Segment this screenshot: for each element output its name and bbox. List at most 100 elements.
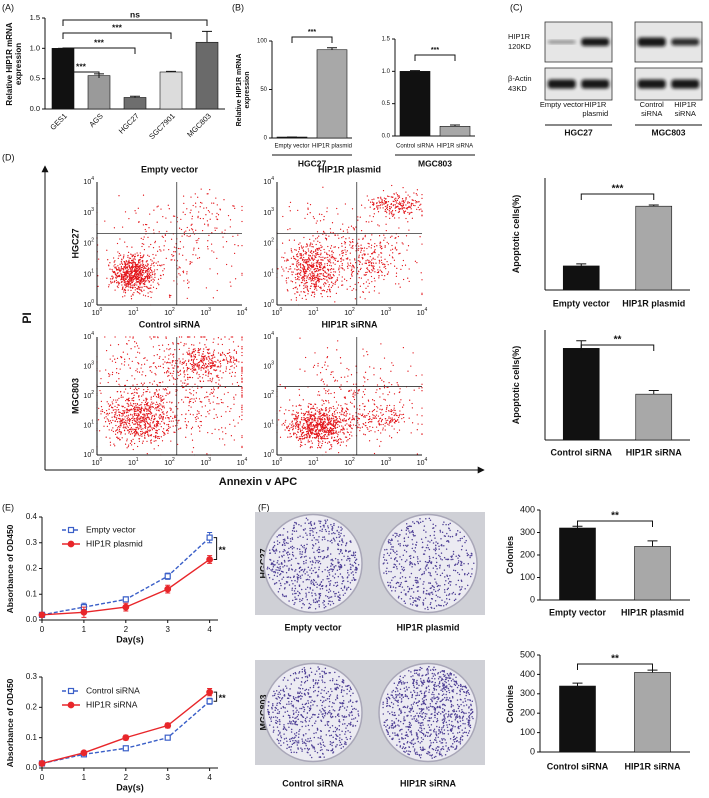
x-tick-label: HIP1R siRNA [626,447,683,457]
significance-label: ** [611,511,619,522]
legend-label: Control siRNA [86,685,140,695]
x-tick-label: 2 [124,625,129,634]
point [122,734,130,742]
x-tick-label: HIP1R siRNA [624,761,681,771]
tick-exponent: 3 [208,457,211,463]
tick-exponent: 4 [271,331,274,337]
protein-label: β-Actin [508,74,532,83]
tick-base: 10 [263,452,271,459]
blot-band [581,79,610,89]
point [38,611,46,619]
x-tick-label: 4 [207,625,212,634]
blot-band [637,79,666,89]
lane-label: Empty vector [539,100,584,109]
panel-label: (C) [510,2,523,12]
y-tick-label: 104 [263,331,274,341]
legend-label: Empty vector [86,524,136,534]
y-axis-label: Relative HIP1R mRNA expression [4,21,23,106]
point [80,749,88,757]
tick-exponent: 1 [91,420,94,426]
tick-base: 10 [128,310,136,317]
tick-exponent: 2 [271,390,274,396]
x-tick-label: 0 [40,773,45,782]
x-tick-label: 100 [92,307,103,317]
x-tick-label: 103 [380,457,391,467]
significance-label: *** [76,61,87,71]
error-bar [648,204,659,207]
y-tick-label: 0.0 [26,763,38,772]
point [38,760,46,767]
bar [562,265,600,291]
y-tick-label: 104 [83,176,94,186]
x-tick-label: 104 [417,457,428,467]
y-tick-label: 1.5 [30,13,40,22]
tick-base: 10 [200,310,208,317]
panel-label: (E) [2,502,14,512]
tick-exponent: 1 [316,457,319,463]
y-tick-label: 0 [530,594,535,604]
tick-exponent: 0 [91,449,94,455]
bar [159,71,183,110]
tick-base: 10 [263,363,271,370]
tick-exponent: 0 [100,307,103,313]
significance-label: *** [431,47,439,54]
tick-base: 10 [83,334,91,341]
y-tick-label: 400 [520,504,535,514]
point [164,573,171,580]
x-tick-label: 100 [272,307,283,317]
tick-exponent: 4 [91,331,94,337]
plate-caption: Control siRNA [282,778,344,788]
y-axis-label: Apoptotic cells(%) [510,345,521,425]
tick-exponent: 4 [91,176,94,182]
x-tick-label: 4 [207,773,212,782]
x-tick-label: 100 [272,457,283,467]
x-tick-label: 102 [164,457,175,467]
colonies [267,666,360,759]
point [164,585,172,593]
x-tick-label: 103 [200,457,211,467]
tick-base: 10 [83,179,91,186]
y-axis-label: Colonies [504,536,515,575]
plate-caption: Empty vector [284,622,342,632]
x-tick-label: 104 [237,307,248,317]
x-tick-label: 3 [165,625,170,634]
bar [634,546,671,601]
tick-base: 10 [83,393,91,400]
point [164,722,172,729]
tick-exponent: 4 [425,307,428,313]
x-tick-label: 1 [82,773,87,782]
y-tick-label: 100 [83,299,94,309]
error-bar [202,30,212,43]
point [206,698,213,705]
y-tick-label: 102 [83,238,94,248]
tick-base: 10 [83,240,91,247]
significance-label: *** [94,37,105,47]
significance-label: ** [219,693,227,703]
significance-bracket [580,193,655,200]
tick-exponent: 3 [388,457,391,463]
significance-bracket [577,663,653,670]
group-label: HGC27 [564,127,593,137]
plate [378,513,478,614]
blot-band [671,38,700,46]
y-tick-label: 102 [83,390,94,400]
error-bar [647,540,658,547]
panel-label: (A) [2,2,14,12]
tick-base: 10 [237,310,245,317]
x-tick-label: 3 [165,773,170,782]
tick-exponent: 0 [280,307,283,313]
y-tick-label: 0.5 [30,74,40,83]
flow-title: HIP1R siRNA [321,319,378,329]
group-label: MGC803 [651,127,685,137]
tick-exponent: 3 [91,207,94,213]
y-tick-label: 101 [83,269,94,279]
x-tick-label: Empty vector [553,298,611,308]
y-tick-label: 101 [83,420,94,430]
protein-label: HIP1R [508,32,531,41]
tick-exponent: 3 [388,307,391,313]
x-tick-label: 104 [417,307,428,317]
significance-bracket [213,691,218,702]
x-tick-label: HIP1R plasmid [622,298,685,308]
point [206,534,213,541]
